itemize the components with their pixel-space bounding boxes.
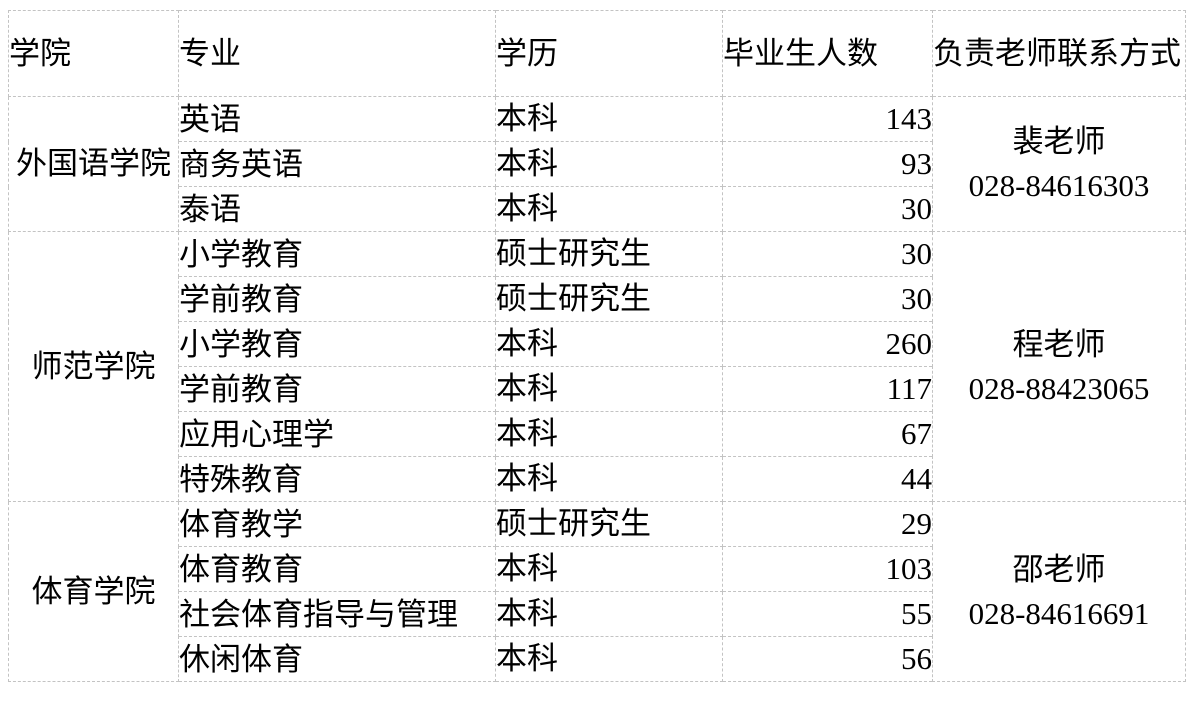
- major-cell: 学前教育: [178, 366, 496, 412]
- degree-cell: 本科: [495, 456, 723, 502]
- graduates-table: 学院 专业 学历 毕业生人数 负责老师联系方式 外国语学院 英语 本科 143 …: [8, 10, 1186, 682]
- degree-cell: 本科: [495, 411, 723, 457]
- major-cell: 体育教育: [178, 546, 496, 592]
- degree-cell: 硕士研究生: [495, 276, 723, 322]
- college-cell: 师范学院: [8, 231, 179, 502]
- college-cell: 体育学院: [8, 501, 179, 682]
- graduates-cell: 30: [722, 186, 933, 232]
- graduates-cell: 67: [722, 411, 933, 457]
- table-row: 应用心理学 本科 67: [9, 411, 1186, 457]
- table-row: 社会体育指导与管理 本科 55: [9, 591, 1186, 637]
- graduates-cell: 30: [722, 231, 933, 277]
- table-row: 师范学院 小学教育 硕士研究生 30 程老师 028-88423065: [8, 231, 1186, 502]
- contact-phone: 028-84616303: [968, 168, 1150, 203]
- degree-cell: 本科: [495, 546, 723, 592]
- table-row: 体育学院 体育教学 硕士研究生 29 邵老师 028-84616691: [8, 501, 1186, 682]
- header-contact: 负责老师联系方式: [932, 10, 1186, 97]
- table-row: 体育教育 本科 103: [9, 546, 1186, 592]
- table-row: 商务英语 本科 93: [9, 141, 1186, 187]
- contact-phone: 028-88423065: [968, 370, 1150, 406]
- graduates-cell: 117: [722, 366, 933, 412]
- degree-cell: 本科: [495, 96, 723, 142]
- graduates-cell: 44: [722, 456, 933, 502]
- graduates-cell: 103: [722, 546, 933, 592]
- graduates-cell: 143: [722, 96, 933, 142]
- contact-cell: 裴老师 028-84616303: [932, 96, 1186, 232]
- graduates-cell: 29: [722, 501, 933, 547]
- major-cell: 泰语: [178, 186, 496, 232]
- major-cell: 小学教育: [178, 231, 496, 277]
- major-cell: 应用心理学: [178, 411, 496, 457]
- degree-cell: 本科: [495, 321, 723, 367]
- major-cell: 学前教育: [178, 276, 496, 322]
- header-graduates: 毕业生人数: [722, 10, 933, 97]
- graduates-cell: 93: [722, 141, 933, 187]
- major-cell: 商务英语: [178, 141, 496, 187]
- major-cell: 特殊教育: [178, 456, 496, 502]
- table-row: 外国语学院 英语 本科 143 裴老师 028-84616303: [8, 96, 1186, 232]
- contact-teacher: 程老师: [1012, 326, 1106, 362]
- graduates-cell: 56: [722, 636, 933, 682]
- degree-cell: 硕士研究生: [495, 501, 723, 547]
- degree-cell: 本科: [495, 141, 723, 187]
- degree-cell: 本科: [495, 591, 723, 637]
- major-cell: 英语: [178, 96, 496, 142]
- graduates-cell: 30: [722, 276, 933, 322]
- header-degree: 学历: [495, 10, 723, 97]
- graduates-cell: 55: [722, 591, 933, 637]
- contact-teacher: 裴老师: [1012, 124, 1106, 159]
- table-header-row: 学院 专业 学历 毕业生人数 负责老师联系方式: [8, 10, 1186, 97]
- college-cell: 外国语学院: [8, 96, 179, 232]
- header-college: 学院: [8, 10, 179, 97]
- contact-cell: 程老师 028-88423065: [932, 231, 1186, 502]
- degree-cell: 本科: [495, 636, 723, 682]
- major-cell: 社会体育指导与管理: [178, 591, 496, 637]
- major-cell: 体育教学: [178, 501, 496, 547]
- major-cell: 小学教育: [178, 321, 496, 367]
- table-row: 休闲体育 本科 56: [9, 636, 1186, 682]
- graduates-cell: 260: [722, 321, 933, 367]
- degree-cell: 本科: [495, 366, 723, 412]
- table-row: 学前教育 本科 117: [9, 366, 1186, 412]
- contact-cell: 邵老师 028-84616691: [932, 501, 1186, 682]
- contact-teacher: 邵老师: [1012, 551, 1106, 587]
- contact-phone: 028-84616691: [968, 595, 1150, 631]
- degree-cell: 本科: [495, 186, 723, 232]
- table-row: 小学教育 本科 260: [9, 321, 1186, 367]
- major-cell: 休闲体育: [178, 636, 496, 682]
- header-major: 专业: [178, 10, 496, 97]
- degree-cell: 硕士研究生: [495, 231, 723, 277]
- table-row: 特殊教育 本科 44: [9, 456, 1186, 502]
